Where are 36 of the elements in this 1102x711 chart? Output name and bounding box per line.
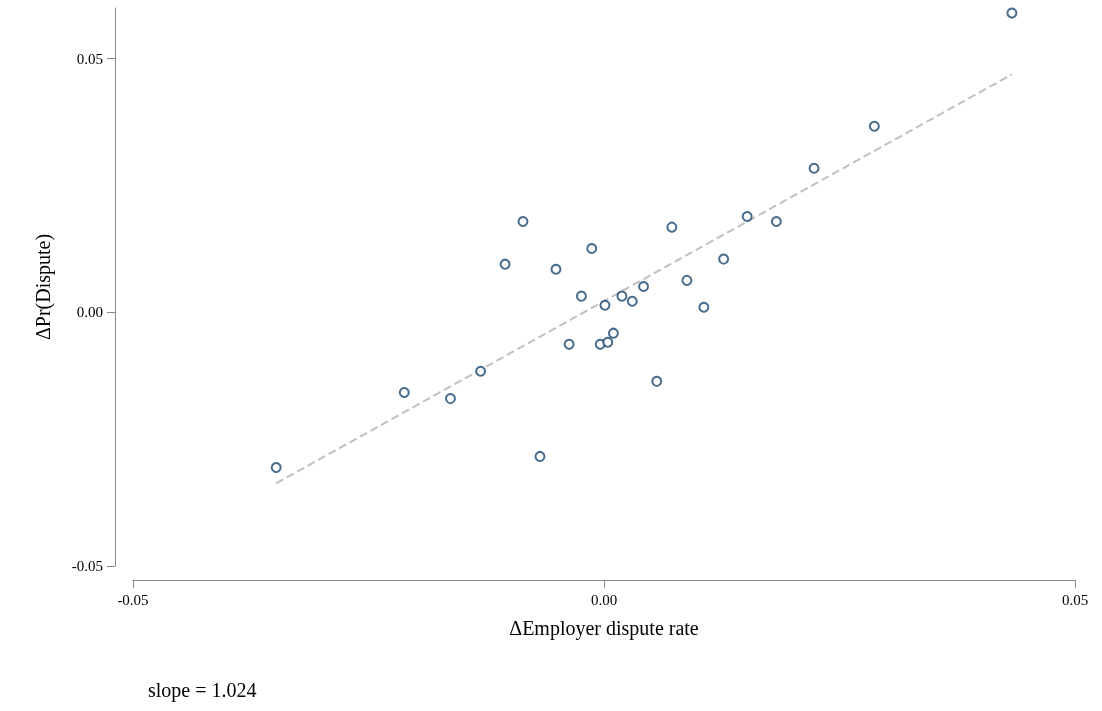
point — [602, 336, 614, 348]
point — [616, 290, 628, 302]
point — [1006, 7, 1018, 19]
point — [626, 295, 638, 307]
point — [575, 290, 587, 302]
y-tick-label: 0.00 — [76, 304, 103, 321]
point — [550, 263, 562, 275]
y-tick-label: 0.05 — [76, 50, 103, 67]
point — [398, 387, 410, 399]
point — [666, 221, 678, 233]
point — [563, 338, 575, 350]
point — [499, 258, 511, 270]
point — [270, 462, 282, 474]
x-tick-label: -0.05 — [117, 591, 149, 608]
point — [517, 216, 529, 228]
point — [698, 301, 710, 313]
point — [599, 299, 611, 311]
point — [808, 162, 820, 174]
text: slope = 1.024 — [148, 679, 257, 702]
x-axis-title: ΔEmployer dispute rate — [509, 617, 699, 640]
point — [607, 327, 619, 339]
y-axis-title: ΔPr(Dispute) — [32, 233, 55, 341]
x-tick-label: 0.05 — [1061, 591, 1089, 608]
x-tick-label: 0.00 — [590, 591, 618, 608]
point — [741, 210, 753, 222]
point — [534, 450, 546, 462]
point — [651, 375, 663, 387]
y-tick-label: -0.05 — [71, 558, 103, 574]
point — [638, 280, 650, 292]
point — [718, 253, 730, 265]
point — [868, 120, 880, 132]
point — [681, 274, 693, 286]
point — [444, 393, 456, 405]
point — [475, 365, 487, 377]
point — [586, 242, 598, 254]
point — [770, 216, 782, 228]
